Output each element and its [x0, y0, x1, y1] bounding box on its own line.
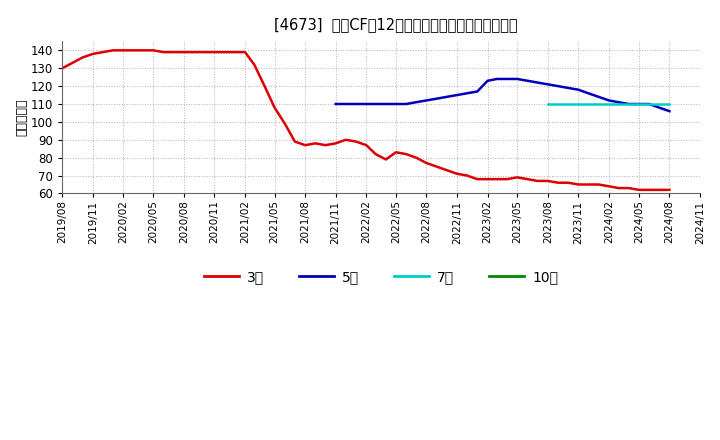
Y-axis label: （百万円）: （百万円）	[15, 99, 28, 136]
Text: [4673]  投資CFの12か月移動合計の標準偏差の推移: [4673] 投資CFの12か月移動合計の標準偏差の推移	[274, 18, 518, 33]
Legend: 3年, 5年, 7年, 10年: 3年, 5年, 7年, 10年	[199, 264, 564, 290]
